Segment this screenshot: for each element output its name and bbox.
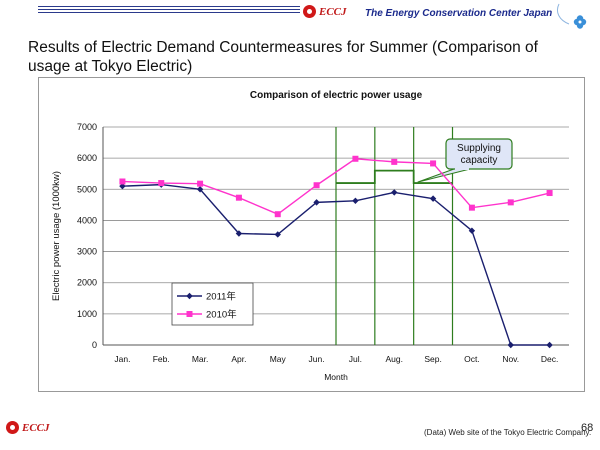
y-axis-label: Electric power usage (1000kw) <box>51 171 62 301</box>
y-tick-label: 2000 <box>77 278 97 288</box>
x-tick-label: May <box>270 354 287 364</box>
eccj-logo-icon <box>6 421 19 434</box>
data-point <box>468 204 475 211</box>
slide-title: Results of Electric Demand Countermeasur… <box>28 39 538 75</box>
legend-marker <box>186 311 193 317</box>
data-point <box>546 341 553 349</box>
data-point <box>468 227 476 234</box>
y-tick-label: 5000 <box>77 184 97 194</box>
data-point <box>507 199 514 206</box>
y-tick-label: 4000 <box>77 215 97 225</box>
footer-logo: ECCJ <box>6 421 50 434</box>
line-chart: Comparison of electric power usage 0 1000 2… <box>51 90 569 382</box>
series-line-1 <box>122 158 550 216</box>
series-line-0 <box>122 183 550 346</box>
data-point <box>507 341 514 349</box>
x-tick-label: Sep. <box>424 354 442 364</box>
data-source-note: (Data) Web site of the Tokyo Electric Co… <box>424 428 592 437</box>
clover-icon <box>556 3 587 29</box>
y-tick-label: 0 <box>92 340 97 350</box>
data-point <box>546 190 553 197</box>
x-tick-label: Feb. <box>153 354 170 364</box>
data-point <box>274 231 281 238</box>
legend-box <box>171 282 254 326</box>
data-point <box>235 230 243 237</box>
data-point <box>274 211 281 218</box>
data-point <box>313 182 320 189</box>
x-tick-label: Jul. <box>349 354 362 364</box>
x-tick-label: Apr. <box>231 354 246 364</box>
header-rule <box>38 6 300 16</box>
callout-text: Supplying <box>457 143 501 154</box>
footer-logo-text: ECCJ <box>22 421 50 434</box>
x-tick-label: Dec. <box>541 354 558 364</box>
data-point <box>158 180 165 187</box>
data-point <box>235 194 242 201</box>
x-tick-label: Nov. <box>502 354 519 364</box>
chart-container: Comparison of electric power usage 0 1000 2… <box>38 77 585 392</box>
header-logo: ECCJ <box>303 5 347 18</box>
legend-label: 2010年 <box>206 309 237 321</box>
data-point <box>429 195 437 202</box>
data-point <box>352 155 359 162</box>
callout-text: capacity <box>461 155 498 166</box>
organization-name: The Energy Conservation Center Japan <box>365 8 553 19</box>
chart-title: Comparison of electric power usage <box>250 90 423 101</box>
data-point <box>197 180 204 187</box>
data-point <box>313 199 320 206</box>
eccj-logo-icon <box>303 5 316 18</box>
data-point <box>430 160 437 167</box>
y-tick-label: 6000 <box>77 153 97 163</box>
x-axis-label: Month <box>324 372 348 382</box>
data-point <box>119 178 126 185</box>
x-tick-label: Oct. <box>464 354 480 364</box>
callout-box <box>445 138 513 170</box>
supply-capacity-line <box>336 169 453 184</box>
x-tick-label: Mar. <box>192 354 209 364</box>
data-point <box>352 197 359 205</box>
data-point <box>391 189 398 196</box>
header-logo-text: ECCJ <box>319 5 347 18</box>
data-point <box>119 182 126 190</box>
x-tick-label: Jun. <box>309 354 325 364</box>
legend-marker <box>186 292 193 300</box>
data-point <box>391 158 398 165</box>
x-tick-label: Jan. <box>114 354 130 364</box>
page-number: 68 <box>581 422 594 434</box>
callout-join <box>455 167 469 170</box>
y-tick-label: 7000 <box>77 122 97 132</box>
y-tick-label: 3000 <box>77 247 97 257</box>
data-point <box>196 186 204 193</box>
y-tick-label: 1000 <box>77 309 97 319</box>
legend-label: 2011年 <box>206 291 236 303</box>
x-tick-label: Aug. <box>386 354 404 364</box>
